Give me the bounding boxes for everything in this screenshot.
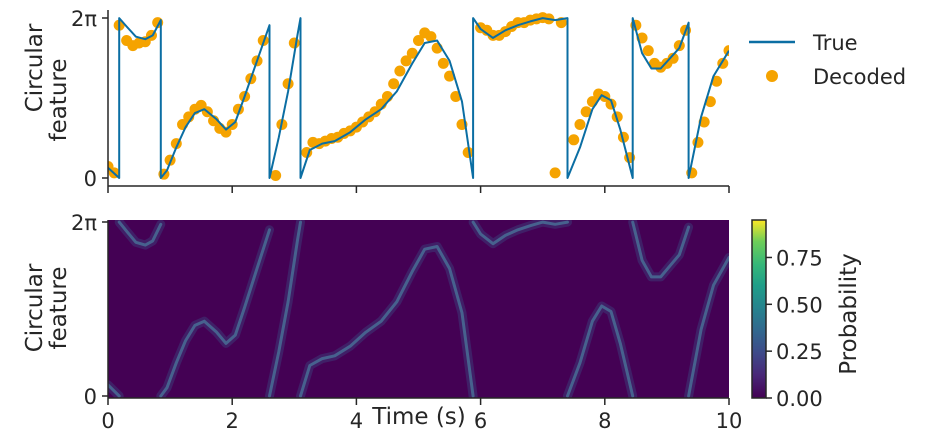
decoded-point xyxy=(437,57,449,69)
heatmap-track-core xyxy=(471,220,569,246)
legend-true-label: True xyxy=(812,31,858,55)
colorbar-tick-label: 0.25 xyxy=(776,340,823,364)
legend: True Decoded xyxy=(749,31,906,89)
decoded-point xyxy=(400,55,412,67)
top-ytick-label-2pi: 2π xyxy=(71,7,97,31)
heatmap-track-core xyxy=(117,220,163,247)
bottom-ylabel-line1: Circular xyxy=(22,263,48,352)
x-tick-label: 8 xyxy=(598,409,611,433)
bottom-ylabel-line2: feature xyxy=(46,266,72,349)
decoded-point xyxy=(444,70,456,82)
true-line xyxy=(108,17,729,179)
decoded-point xyxy=(282,78,294,90)
heatmap-track-core xyxy=(687,256,729,398)
colorbar-gradient xyxy=(751,219,767,399)
true-series xyxy=(108,17,729,179)
legend-decoded-label: Decoded xyxy=(813,65,906,89)
decoded-point xyxy=(425,31,437,43)
decoded-point xyxy=(220,126,232,138)
decoded-point xyxy=(642,45,654,57)
top-panel: 2π 0 Circular feature True Decoded xyxy=(22,7,906,193)
colorbar-tick-label: 0.75 xyxy=(776,246,823,270)
x-tick-label: 2 xyxy=(226,409,239,433)
decoded-point xyxy=(711,75,723,87)
decoded-point xyxy=(574,119,586,131)
decoded-point xyxy=(667,52,679,64)
top-ylabel-line2: feature xyxy=(46,58,72,141)
x-tick-label: 10 xyxy=(716,409,743,433)
top-ytick-label-0: 0 xyxy=(84,167,97,191)
decoded-point xyxy=(549,167,561,179)
heatmap-track-core xyxy=(159,228,271,398)
legend-decoded-swatch xyxy=(766,70,778,82)
decoded-point xyxy=(270,169,282,181)
colorbar-tick-label: 0.00 xyxy=(776,387,823,411)
x-tick-label: 6 xyxy=(474,409,487,433)
x-tick-label: 0 xyxy=(101,409,114,433)
decoded-series xyxy=(108,12,729,181)
bottom-ytick-label-2pi: 2π xyxy=(71,211,97,235)
colorbar-tick-label: 0.50 xyxy=(776,293,823,317)
decoded-point xyxy=(462,147,474,159)
decoded-point xyxy=(288,37,300,49)
decoded-point xyxy=(580,106,592,118)
decoded-point xyxy=(406,47,418,59)
heatmap-track-core xyxy=(631,220,691,279)
decoded-point xyxy=(723,45,729,57)
bottom-panel: 0 2 4 6 8 10 2π 0 Circular feature Time (s) 0… xyxy=(22,211,862,433)
x-axis-label: Time (s) xyxy=(371,404,466,430)
decoded-point xyxy=(388,78,400,90)
heatmap-track-core xyxy=(108,383,121,398)
heatmap-track-core xyxy=(566,304,635,398)
bottom-ytick-label-0: 0 xyxy=(84,385,97,409)
decoded-point xyxy=(568,134,580,146)
colorbar-ticks: 0.00 0.25 0.50 0.75 xyxy=(766,246,823,411)
heatmap-probability-tracks xyxy=(108,220,729,398)
colorbar-label: Probability xyxy=(836,253,862,375)
top-x-ticks xyxy=(107,186,730,193)
x-tick-label: 4 xyxy=(350,409,363,433)
colorbar: 0.00 0.25 0.50 0.75 Probability xyxy=(751,219,862,411)
heatmap-track-core xyxy=(299,245,475,398)
heatmap-track-core xyxy=(268,220,302,398)
decoded-point xyxy=(413,34,424,46)
decoded-point xyxy=(394,65,406,77)
decoded-point xyxy=(450,91,462,103)
bottom-x-ticks: 0 2 4 6 8 10 xyxy=(101,398,742,433)
top-ylabel-line1: Circular xyxy=(22,23,48,112)
